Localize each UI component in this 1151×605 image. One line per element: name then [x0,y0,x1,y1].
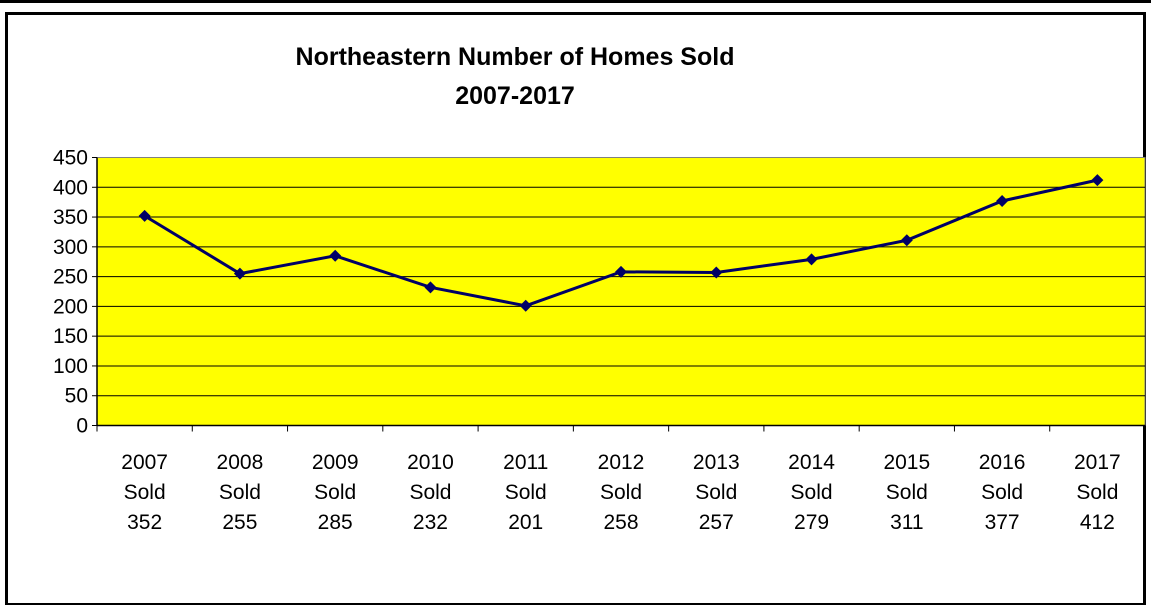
y-tick-label: 450 [53,147,88,170]
x-tick-label: 377 [985,511,1020,534]
y-tick-label: 50 [65,385,88,408]
x-tick-label: Sold [219,481,261,504]
data-point-marker [805,253,818,266]
x-tick-label: 412 [1080,511,1115,534]
chart-subtitle: 2007-2017 [455,82,575,110]
x-tick-label: Sold [600,481,642,504]
data-markers [138,174,1104,312]
y-tick-label: 150 [53,325,88,348]
data-point-marker [519,299,532,312]
y-tick-label: 300 [53,236,88,259]
x-tick-label: Sold [981,481,1023,504]
x-tick-label: 352 [127,511,162,534]
x-tick-label: 2016 [979,451,1026,474]
data-point-marker [1091,174,1104,187]
data-point-marker [424,281,437,294]
plot-area [96,157,1146,426]
x-tick-label: Sold [1076,481,1118,504]
x-tick-label: Sold [695,481,737,504]
x-tick-label: 258 [603,511,638,534]
y-tick-label: 400 [53,176,88,199]
data-point-marker [329,249,342,262]
x-tick-label: 279 [794,511,829,534]
y-tick-label: 350 [53,206,88,229]
x-tick-label: Sold [791,481,833,504]
x-tick-label: Sold [124,481,166,504]
x-tick-label: 2014 [788,451,835,474]
x-tick-label: Sold [886,481,928,504]
y-tick-label: 200 [53,295,88,318]
data-point-marker [996,194,1009,207]
x-tick-label: 311 [890,511,923,534]
x-tick-label: 285 [318,511,353,534]
x-axis-ticks: 2007 Sold 352 2008 Sold 255 2009 Sold 285 2010 Sol… [96,425,1146,534]
x-tick-label: Sold [409,481,451,504]
x-tick-label: Sold [314,481,356,504]
chart-title: Northeastern Number of Homes Sold [296,43,735,71]
x-tick-label: 2015 [883,451,930,474]
x-tick-label: 2011 [503,451,548,474]
data-point-marker [710,266,723,279]
x-tick-label: 201 [508,511,543,534]
x-tick-label: 2009 [312,451,359,474]
data-point-marker [900,234,913,247]
x-tick-label: Sold [505,481,547,504]
data-point-marker [233,267,246,280]
x-tick-label: 255 [222,511,257,534]
top-border [0,0,1151,3]
y-tick-label: 0 [76,415,88,438]
x-tick-label: 257 [699,511,734,534]
x-tick-label: 232 [413,511,448,534]
y-tick-label: 100 [53,355,88,378]
data-point-marker [138,209,151,222]
x-tick-label: 2013 [693,451,740,474]
x-tick-label: 2017 [1074,451,1121,474]
y-axis-ticks: 0 50 100 150 200 250 300 350 400 450 [53,147,97,438]
y-tick-label: 250 [53,266,88,289]
axes [96,157,1145,427]
x-tick-label: 2010 [407,451,454,474]
x-tick-label: 2012 [598,451,645,474]
x-tick-label: 2007 [121,451,168,474]
data-point-marker [615,265,627,278]
x-tick-label: 2008 [217,451,264,474]
